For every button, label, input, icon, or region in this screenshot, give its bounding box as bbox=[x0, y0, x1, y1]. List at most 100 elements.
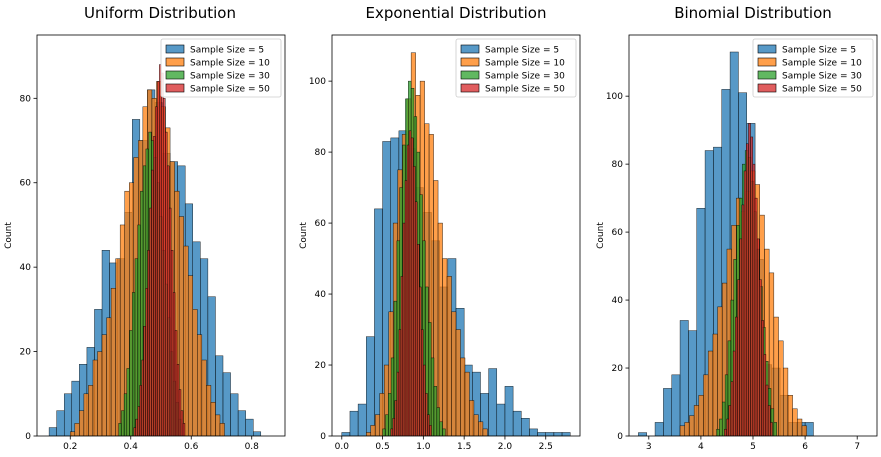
bar bbox=[414, 201, 418, 436]
legend-label: Sample Size = 50 bbox=[485, 85, 565, 95]
bar bbox=[210, 402, 216, 436]
legend-swatch bbox=[757, 70, 777, 80]
bar bbox=[545, 432, 555, 436]
bar bbox=[126, 368, 130, 436]
y-axis-label: Count bbox=[299, 222, 309, 249]
bar bbox=[123, 393, 128, 436]
legend-swatch bbox=[165, 83, 185, 93]
bar bbox=[385, 414, 389, 436]
bar bbox=[402, 222, 406, 436]
bar bbox=[765, 384, 769, 436]
bar bbox=[206, 385, 212, 436]
bar bbox=[79, 410, 85, 436]
bar bbox=[553, 432, 563, 436]
bar bbox=[512, 410, 522, 436]
bar bbox=[754, 197, 758, 436]
bar bbox=[392, 418, 396, 436]
bar bbox=[746, 143, 749, 436]
x-tick-label: 2.0 bbox=[498, 442, 513, 452]
bar bbox=[121, 410, 125, 436]
bar bbox=[679, 320, 689, 436]
legend-swatch bbox=[757, 44, 777, 54]
bar bbox=[48, 427, 57, 436]
bar bbox=[163, 98, 166, 436]
bar bbox=[679, 425, 685, 436]
bar bbox=[166, 165, 170, 436]
y-tick-label: 0 bbox=[25, 432, 31, 442]
bar bbox=[192, 309, 198, 436]
bar bbox=[728, 405, 732, 436]
bar bbox=[129, 330, 133, 436]
plot-area bbox=[341, 52, 571, 436]
bar bbox=[115, 258, 121, 436]
legend: Sample Size = 5 Sample Size = 10 Sample Si… bbox=[752, 38, 874, 98]
bar bbox=[488, 368, 498, 436]
legend: Sample Size = 5 Sample Size = 10 Sample Si… bbox=[160, 38, 282, 98]
bar bbox=[419, 286, 422, 436]
chart-panel-2: Exponential Distribution 0.0 0.5 1.0 1.5 2.0 2… bbox=[299, 4, 581, 452]
plot-area bbox=[48, 64, 262, 436]
bar bbox=[101, 334, 107, 436]
bar bbox=[382, 428, 386, 436]
bar bbox=[719, 418, 723, 436]
chart-panel-3: Binomial Distribution 3 4 5 6 7 0 20 40 60 80 100 Co… bbox=[596, 4, 878, 452]
bar bbox=[446, 276, 452, 436]
bar bbox=[168, 207, 172, 436]
bar bbox=[496, 403, 506, 436]
bar bbox=[375, 414, 380, 436]
legend-box bbox=[160, 38, 282, 98]
x-tick-label: 4 bbox=[698, 442, 704, 452]
bar bbox=[97, 351, 103, 436]
bar bbox=[797, 418, 803, 436]
bar bbox=[153, 136, 156, 436]
y-tick-label: 20 bbox=[20, 348, 32, 358]
bar bbox=[767, 405, 771, 436]
bar bbox=[92, 359, 98, 436]
bar bbox=[133, 427, 136, 436]
bar bbox=[400, 276, 404, 436]
chart-panel-1: Uniform Distribution 0.2 0.4 0.6 0.8 0 20 40 60 8… bbox=[4, 4, 286, 452]
bar bbox=[63, 393, 73, 436]
bar bbox=[172, 292, 176, 436]
chart-title: Uniform Distribution bbox=[84, 4, 236, 22]
bar bbox=[157, 81, 160, 436]
bar bbox=[464, 371, 470, 436]
bar bbox=[134, 258, 138, 436]
bar bbox=[161, 72, 164, 436]
y-tick-label: 40 bbox=[20, 263, 32, 273]
bar bbox=[151, 169, 154, 436]
y-tick-label: 60 bbox=[20, 179, 32, 189]
bar bbox=[425, 393, 428, 436]
bar bbox=[370, 425, 376, 436]
bar bbox=[433, 386, 438, 436]
bar bbox=[750, 136, 754, 436]
axes-frame bbox=[331, 34, 581, 437]
bar bbox=[145, 288, 148, 436]
y-tick-label: 60 bbox=[315, 219, 327, 229]
bar bbox=[187, 275, 193, 436]
legend-swatch bbox=[460, 57, 480, 67]
bar bbox=[118, 423, 122, 436]
series-4 bbox=[390, 130, 432, 436]
legend-label: Sample Size = 10 bbox=[485, 59, 565, 69]
bar bbox=[74, 423, 80, 436]
bar bbox=[717, 306, 723, 436]
bar bbox=[460, 357, 466, 436]
bar bbox=[70, 431, 76, 436]
bar bbox=[410, 137, 414, 436]
chart-title: Binomial Distribution bbox=[674, 4, 832, 22]
legend-label: Sample Size = 30 bbox=[485, 72, 565, 82]
x-tick-label: 5 bbox=[750, 442, 756, 452]
bar bbox=[442, 258, 448, 436]
bar bbox=[482, 428, 488, 436]
bar bbox=[529, 428, 538, 436]
x-tick-label: 6 bbox=[802, 442, 808, 452]
bar bbox=[149, 207, 152, 436]
bar bbox=[739, 238, 743, 436]
legend-swatch bbox=[460, 83, 480, 93]
x-tick-label: 7 bbox=[854, 442, 860, 452]
bar bbox=[183, 245, 189, 436]
bar bbox=[561, 432, 571, 436]
bar bbox=[197, 334, 203, 436]
plot-area bbox=[638, 51, 814, 436]
